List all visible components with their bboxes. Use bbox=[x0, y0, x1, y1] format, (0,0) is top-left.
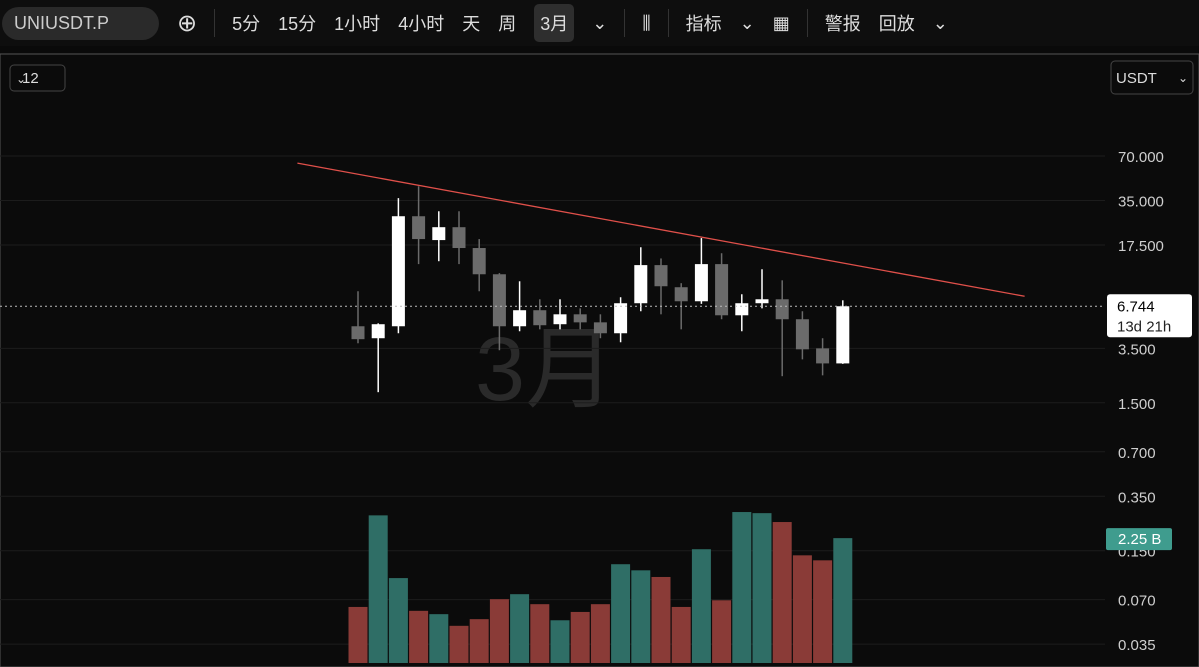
candle-body bbox=[412, 216, 426, 240]
y-tick-label: 0.700 bbox=[1118, 445, 1156, 462]
y-tick-label: 0.350 bbox=[1118, 489, 1156, 506]
chart: 12 ⌄ USDT ⌄ 3月 70.000 35.000 17.500 3.500 1.… bbox=[0, 53, 1199, 667]
currency: USDT bbox=[1116, 70, 1157, 87]
volume-bar bbox=[570, 611, 590, 663]
volume-bar bbox=[489, 599, 509, 663]
candle-body bbox=[573, 314, 587, 323]
volume-bar bbox=[611, 564, 631, 663]
candle-body bbox=[533, 310, 547, 326]
interval[interactable]: 3月 bbox=[534, 4, 575, 42]
toolbar: UNIUSDT.P ⊕ 5分 15分 1小时 4小时 天 周 3月 ⌄ ⫼ 指标… bbox=[0, 0, 1199, 46]
dropdown[interactable]: ⌄ bbox=[739, 12, 755, 33]
volume-bar bbox=[732, 512, 752, 663]
candle-body bbox=[694, 264, 708, 302]
candle-body bbox=[492, 274, 506, 327]
replay[interactable]: 回放 bbox=[878, 14, 915, 34]
countdown: 13d 21h bbox=[1117, 318, 1171, 335]
indicators[interactable]: 指标 bbox=[685, 14, 722, 34]
volume-bar bbox=[671, 606, 691, 663]
candle-body bbox=[654, 265, 668, 287]
chevron: ⌄ bbox=[16, 72, 26, 86]
dropdown[interactable]: ⌄ bbox=[932, 12, 948, 33]
symbol[interactable]: UNIUSDT.P bbox=[2, 6, 160, 40]
volume-bar bbox=[510, 594, 530, 663]
volume-bar bbox=[813, 560, 833, 663]
y-tick-label: 70.000 bbox=[1118, 149, 1164, 166]
volume-bar bbox=[449, 625, 469, 663]
interval[interactable]: 15分 bbox=[278, 14, 317, 34]
volume-bar bbox=[409, 610, 429, 663]
candle-body bbox=[715, 264, 729, 316]
candle-body bbox=[452, 227, 466, 249]
candle-body bbox=[755, 299, 769, 304]
candle-body bbox=[351, 326, 365, 340]
y-tick-label: 17.500 bbox=[1118, 238, 1164, 255]
layout[interactable]: ▦ bbox=[772, 12, 790, 33]
count: 12 bbox=[22, 70, 39, 87]
interval[interactable]: 1小时 bbox=[334, 14, 381, 34]
candle-body bbox=[614, 303, 628, 334]
volume-bar bbox=[752, 513, 772, 663]
volume-bar bbox=[833, 538, 853, 663]
price-label: 6.744 bbox=[1117, 298, 1155, 315]
currency-box[interactable] bbox=[1110, 60, 1194, 95]
volume-bar bbox=[388, 578, 408, 663]
add[interactable]: ⊕ bbox=[177, 9, 198, 37]
volume-bar bbox=[772, 522, 792, 663]
candle-body bbox=[816, 348, 830, 364]
candle-body bbox=[836, 306, 850, 364]
watermark: 3月 bbox=[475, 320, 615, 420]
alerts[interactable]: 警报 bbox=[824, 14, 861, 34]
y-tick-label: 0.035 bbox=[1118, 637, 1156, 654]
y-tick-label: 0.070 bbox=[1118, 593, 1156, 610]
candle-body bbox=[593, 322, 607, 334]
candle-body bbox=[513, 310, 527, 327]
candle-body bbox=[371, 324, 385, 339]
interval[interactable]: 4小时 bbox=[398, 14, 445, 34]
candle-body bbox=[775, 299, 789, 320]
volume-label: 2.25 B bbox=[1118, 531, 1161, 548]
interval[interactable]: 5分 bbox=[232, 14, 261, 34]
volume-bar bbox=[712, 600, 732, 663]
volume-bar bbox=[429, 614, 449, 663]
volume-bar bbox=[368, 515, 388, 663]
volume-bar bbox=[590, 604, 610, 663]
price-label-box bbox=[1107, 294, 1192, 338]
y-tick-label: 35.000 bbox=[1118, 194, 1164, 211]
candle-body bbox=[391, 216, 405, 327]
candle-body bbox=[795, 319, 809, 350]
volume-bar bbox=[530, 604, 550, 663]
volume-bar bbox=[469, 619, 489, 663]
interval[interactable]: 天 bbox=[462, 14, 481, 34]
candle-body bbox=[634, 265, 648, 304]
y-tick-label: 3.500 bbox=[1118, 341, 1156, 358]
volume-bar bbox=[550, 620, 570, 663]
trendline bbox=[297, 162, 1025, 297]
volume-bar bbox=[651, 576, 671, 663]
volume-bar bbox=[691, 549, 711, 663]
chart-type[interactable]: ⫼ bbox=[642, 12, 651, 33]
count-box[interactable] bbox=[9, 64, 66, 92]
candle-body bbox=[432, 227, 446, 241]
y-tick-label: 1.500 bbox=[1118, 396, 1156, 413]
volume-label-box bbox=[1106, 528, 1172, 551]
volume-bar bbox=[348, 606, 368, 663]
candle-body bbox=[735, 303, 749, 316]
dropdown[interactable]: ⌄ bbox=[592, 12, 608, 33]
candle-body bbox=[674, 287, 688, 302]
volume-bar bbox=[631, 570, 651, 663]
chevron: ⌄ bbox=[1178, 71, 1188, 85]
interval[interactable]: 周 bbox=[498, 14, 517, 34]
candle-body bbox=[553, 314, 567, 325]
candle-body bbox=[472, 248, 486, 275]
volume-bar bbox=[792, 555, 812, 663]
